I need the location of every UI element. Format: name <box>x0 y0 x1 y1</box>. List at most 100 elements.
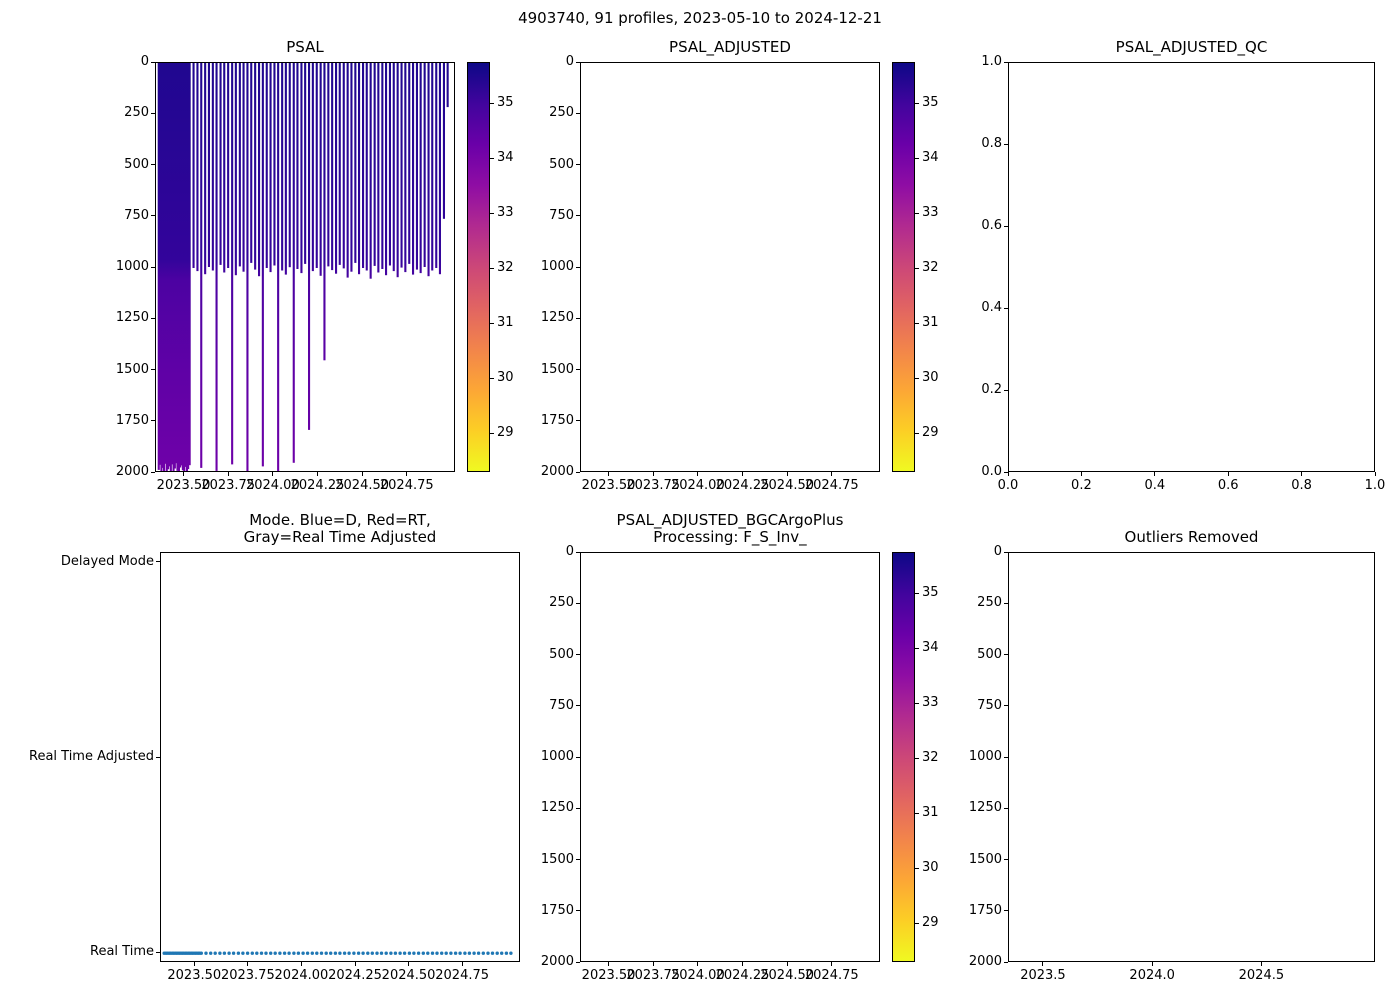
profile-stripe <box>415 63 418 270</box>
x-tick-label: 2024.00 <box>274 968 329 983</box>
colorbar-tick-mark <box>490 377 494 379</box>
profile-stripe <box>431 63 434 271</box>
x-tick-label: 0.6 <box>1217 478 1239 493</box>
mode-dot <box>245 951 250 955</box>
profile-stripe <box>165 63 168 471</box>
mode-dot <box>495 951 499 955</box>
y-tick-label: 1500 <box>115 361 149 377</box>
y-tick-label: 1750 <box>115 412 149 428</box>
y-tick-mark <box>576 654 580 655</box>
y-tick-label: 1250 <box>540 800 574 816</box>
colorbar-tick-mark <box>915 812 919 814</box>
profile-stripe <box>438 63 441 275</box>
colorbar-tick-label: 31 <box>497 315 514 331</box>
x-tick-label: 0.4 <box>1144 478 1166 493</box>
y-tick-label: 250 <box>124 105 149 121</box>
colorbar-tick-mark <box>915 322 919 324</box>
profile-stripe <box>163 63 166 471</box>
x-tick-mark <box>361 472 363 476</box>
profile-stripe <box>315 63 318 268</box>
colorbar-tick-label: 34 <box>922 640 939 656</box>
y-tick-label: 1000 <box>540 749 574 764</box>
y-tick-mark <box>151 266 155 268</box>
profile-stripe <box>369 63 372 279</box>
profile-stripe <box>323 63 326 361</box>
y-tick-label: 250 <box>549 595 574 611</box>
x-tick-label: 2024.50 <box>381 968 436 983</box>
bgc-plot-area <box>580 552 880 962</box>
y-tick-label: 1750 <box>968 902 1002 918</box>
colorbar-tick-label: 30 <box>497 370 514 386</box>
profile-stripe <box>292 63 295 463</box>
y-tick-label: 1.0 <box>981 54 1002 69</box>
profile-stripe <box>311 63 314 272</box>
profile-stripe <box>223 63 226 273</box>
mode-dot <box>490 951 495 955</box>
colorbar-tick-label: 34 <box>922 150 939 166</box>
mode-dot <box>310 951 314 955</box>
mode-dot <box>393 951 398 955</box>
mode-dot <box>342 951 347 955</box>
x-tick-mark <box>183 472 185 476</box>
y-tick-label: 0 <box>565 54 574 69</box>
profile-stripe <box>396 63 399 278</box>
x-tick-mark <box>742 962 743 966</box>
y-tick-mark <box>576 807 580 809</box>
y-tick-label: 1750 <box>540 902 574 918</box>
mode-dot <box>199 951 203 955</box>
y-tick-mark <box>576 369 580 370</box>
y-tick-mark <box>1004 61 1008 63</box>
y-tick-label: Real Time <box>90 944 154 960</box>
y-tick-label: Delayed Mode <box>60 553 154 569</box>
y-tick-mark <box>1004 807 1008 809</box>
profile-stripe <box>281 63 284 271</box>
profile-stripe <box>192 63 195 268</box>
profile-stripe <box>300 63 303 274</box>
x-tick-mark <box>1080 472 1082 476</box>
y-tick-mark <box>576 859 580 860</box>
mode-dot <box>264 951 268 955</box>
y-tick-label: 1000 <box>540 259 574 274</box>
colorbar-tick-label: 32 <box>922 750 939 766</box>
y-tick-mark <box>576 705 580 707</box>
psal-colorbar <box>467 62 490 472</box>
profile-stripe <box>179 63 182 468</box>
x-tick-label: 2024.00 <box>670 968 725 983</box>
profile-stripe <box>335 63 338 274</box>
profile-stripe <box>342 63 345 269</box>
y-tick-label: 1250 <box>540 310 574 326</box>
y-tick-label: 750 <box>549 697 574 713</box>
profile-stripe <box>269 63 272 273</box>
y-tick-mark <box>576 112 580 114</box>
mode-dot <box>476 951 481 955</box>
profile-stripe <box>181 63 184 471</box>
y-tick-label: 250 <box>977 595 1002 611</box>
x-tick-label: 2024.75 <box>804 968 859 983</box>
x-tick-mark <box>1227 472 1229 476</box>
y-tick-mark <box>1004 471 1008 473</box>
psal-profiles-layer <box>157 63 449 471</box>
colorbar-tick-mark <box>915 157 919 159</box>
y-tick-label: 1250 <box>968 800 1002 816</box>
x-tick-mark <box>300 962 302 966</box>
mode-dot <box>347 951 351 955</box>
y-tick-label: 500 <box>124 156 149 172</box>
mode-plot-area <box>160 552 520 962</box>
profile-stripe <box>187 63 190 470</box>
y-tick-mark <box>576 602 580 604</box>
profile-stripe <box>419 63 422 274</box>
mode-dot <box>227 951 231 955</box>
y-tick-mark <box>576 756 580 758</box>
x-tick-mark <box>1151 962 1153 966</box>
y-tick-label: 0.2 <box>981 382 1002 397</box>
profile-stripe <box>423 63 426 267</box>
colorbar-tick-mark <box>915 102 919 104</box>
mode-dot <box>444 951 448 955</box>
mode-dot <box>453 951 458 955</box>
profile-stripe <box>160 63 163 471</box>
mode-dot <box>384 951 388 955</box>
colorbar-tick-label: 35 <box>922 585 939 601</box>
y-tick-label: 1500 <box>540 361 574 377</box>
mode-dot <box>319 951 324 955</box>
mode-dot <box>467 951 472 955</box>
